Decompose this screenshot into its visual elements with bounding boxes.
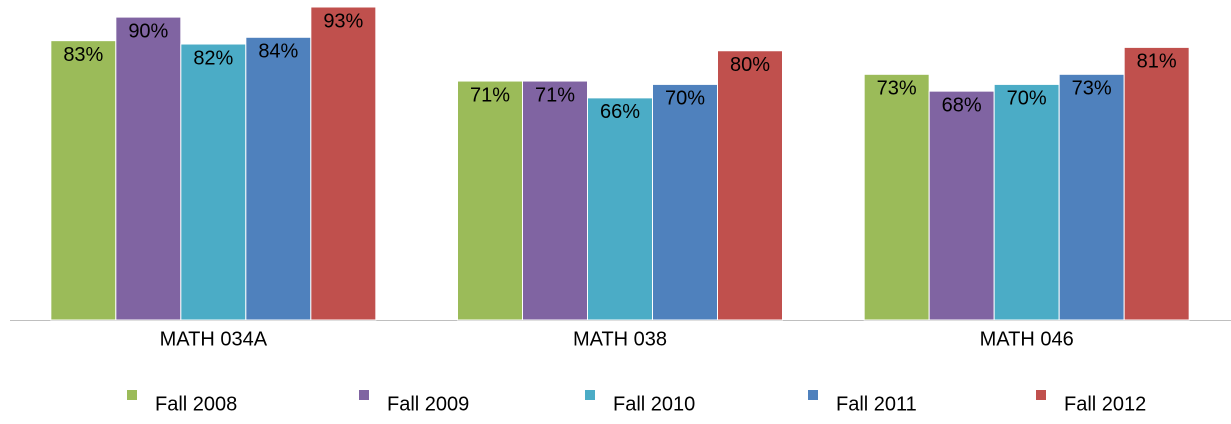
data-label: 70% bbox=[665, 88, 705, 110]
data-label: 90% bbox=[128, 20, 168, 42]
data-label: 68% bbox=[942, 94, 982, 116]
bar bbox=[717, 50, 783, 321]
data-label: 73% bbox=[877, 78, 917, 100]
bar bbox=[993, 83, 1060, 321]
data-label: 73% bbox=[1072, 78, 1112, 100]
bar bbox=[50, 40, 117, 321]
bar bbox=[457, 80, 523, 321]
data-label: 93% bbox=[323, 10, 363, 32]
bar bbox=[1123, 46, 1190, 321]
bar bbox=[180, 43, 247, 321]
data-label: 83% bbox=[63, 44, 103, 66]
legend-swatch bbox=[1036, 390, 1046, 400]
legend-label: Fall 2009 bbox=[387, 393, 469, 415]
bar bbox=[310, 6, 377, 321]
data-label: 84% bbox=[258, 41, 298, 63]
x-tick-label: MATH 046 bbox=[980, 328, 1074, 350]
bar bbox=[115, 16, 182, 321]
data-label: 71% bbox=[470, 84, 510, 106]
x-tick-label: MATH 038 bbox=[573, 328, 667, 350]
data-label: 71% bbox=[535, 84, 575, 106]
legend-label: Fall 2011 bbox=[836, 393, 917, 415]
legend-swatch bbox=[127, 390, 137, 400]
legend-swatch bbox=[359, 390, 369, 400]
legend-swatch bbox=[585, 390, 595, 400]
legend-swatch bbox=[808, 390, 818, 400]
data-label: 70% bbox=[1007, 88, 1047, 110]
legend-label: Fall 2010 bbox=[613, 393, 695, 415]
legend-label: Fall 2012 bbox=[1064, 393, 1146, 415]
bar bbox=[928, 90, 995, 321]
bar bbox=[522, 80, 588, 321]
data-label: 82% bbox=[193, 47, 233, 69]
legend-label: Fall 2008 bbox=[155, 393, 237, 415]
bar bbox=[652, 83, 718, 321]
bar bbox=[1058, 73, 1125, 321]
x-tick-label: MATH 034A bbox=[160, 328, 268, 350]
bar bbox=[587, 97, 653, 321]
bar bbox=[245, 36, 312, 321]
data-label: 66% bbox=[600, 101, 640, 123]
data-label: 80% bbox=[730, 54, 770, 76]
bar bbox=[863, 73, 930, 321]
data-label: 81% bbox=[1137, 51, 1177, 73]
